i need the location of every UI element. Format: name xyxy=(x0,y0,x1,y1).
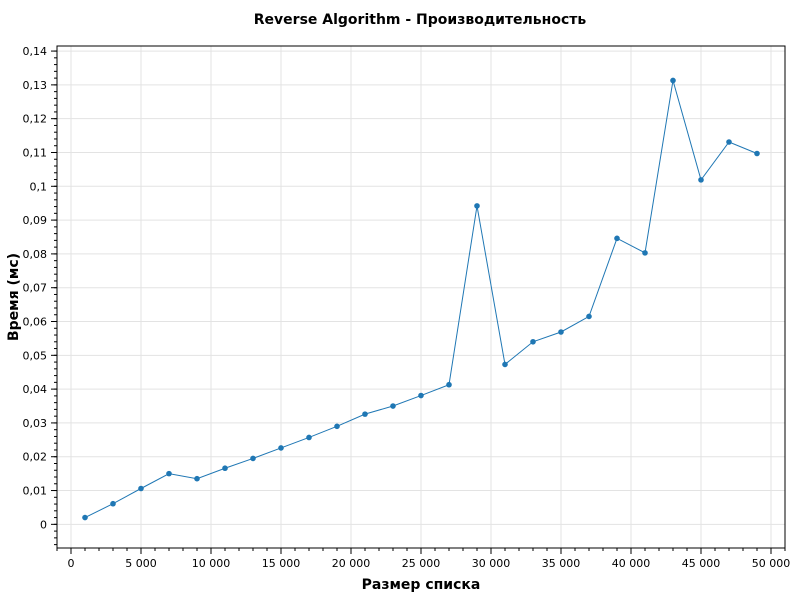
data-point xyxy=(614,235,620,242)
x-tick-label: 45 000 xyxy=(682,557,721,570)
data-point xyxy=(194,475,200,482)
x-tick-label: 0 xyxy=(68,557,75,570)
x-tick-label: 35 000 xyxy=(542,557,581,570)
x-tick-label: 10 000 xyxy=(192,557,231,570)
x-tick-label: 25 000 xyxy=(402,557,441,570)
data-point xyxy=(334,423,340,430)
data-point xyxy=(586,313,592,320)
y-tick-label: 0,14 xyxy=(23,45,48,58)
data-point xyxy=(362,411,368,417)
y-tick-label: 0,13 xyxy=(23,79,48,92)
y-tick-label: 0,04 xyxy=(23,383,48,396)
y-tick-label: 0,01 xyxy=(23,485,48,498)
data-point xyxy=(306,434,312,441)
y-tick-label: 0,12 xyxy=(23,113,48,126)
data-point xyxy=(698,177,704,183)
x-tick-label: 15 000 xyxy=(262,557,301,570)
axis-ticks: 0 5 000 10 000 15 000 20 000 25 000 30 000 35 0… xyxy=(23,45,791,570)
y-axis-label: Время (мс) xyxy=(6,253,22,341)
data-point xyxy=(446,381,452,388)
data-point xyxy=(474,203,480,209)
x-tick-label: 30 000 xyxy=(472,557,511,570)
data-point xyxy=(222,465,228,472)
plot-frame xyxy=(56,45,786,549)
x-tick-label: 50 000 xyxy=(752,557,791,570)
data-point xyxy=(82,514,88,521)
y-tick-label: 0,11 xyxy=(23,146,48,159)
y-tick-label: 0,05 xyxy=(23,349,48,362)
data-point xyxy=(558,329,564,335)
y-tick-label: 0,08 xyxy=(23,248,48,261)
data-point xyxy=(110,500,116,507)
y-tick-label: 0,06 xyxy=(23,316,48,329)
y-tick-label: 0,09 xyxy=(23,214,48,227)
x-axis-label: Размер списка xyxy=(362,577,481,593)
data-point xyxy=(166,470,172,477)
data-point xyxy=(138,485,144,492)
x-tick-label: 20 000 xyxy=(332,557,371,570)
data-point xyxy=(250,455,256,462)
data-point xyxy=(530,338,536,345)
data-point xyxy=(754,150,760,157)
data-point xyxy=(670,77,676,84)
series xyxy=(82,77,760,521)
y-tick-label: 0 xyxy=(40,518,47,531)
data-point xyxy=(390,403,396,409)
x-tick-label: 5 000 xyxy=(125,557,157,570)
data-point xyxy=(642,250,648,256)
y-tick-label: 0,07 xyxy=(23,282,48,295)
data-point xyxy=(278,445,284,451)
chart-title: Reverse Algorithm - Производительность xyxy=(254,12,587,28)
x-tick-label: 40 000 xyxy=(612,557,651,570)
data-point xyxy=(418,392,424,399)
y-tick-label: 0,03 xyxy=(23,417,48,430)
y-tick-label: 0,02 xyxy=(23,451,48,464)
data-point xyxy=(726,139,732,145)
grid xyxy=(57,46,785,548)
data-point xyxy=(502,361,508,368)
y-tick-label: 0,1 xyxy=(30,180,48,193)
